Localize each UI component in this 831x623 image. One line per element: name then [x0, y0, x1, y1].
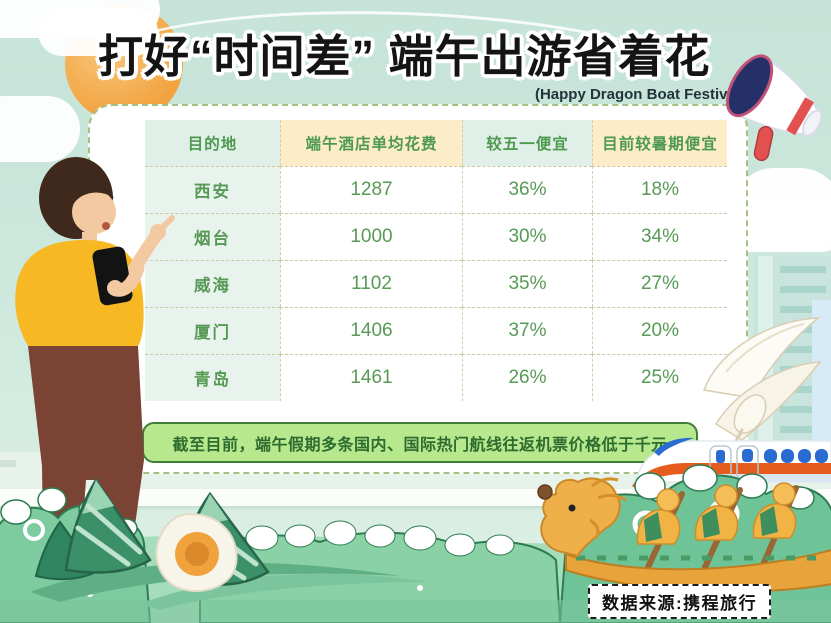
- crane-bird-illustration: [702, 317, 822, 458]
- cloud: [38, 8, 158, 56]
- table-header-cell: 端午酒店单均花费: [280, 120, 462, 166]
- page-title: 打好“时间差” 端午出游省着花: [98, 31, 711, 82]
- table-cell: 1000: [280, 213, 462, 260]
- table-header-cell: 较五一便宜: [462, 120, 592, 166]
- zongzi-illustration: [30, 477, 430, 610]
- dragon-boat-illustration: [537, 477, 831, 593]
- table-cell: 18%: [592, 166, 727, 213]
- megaphone-icon: [725, 54, 823, 162]
- table-cell: 1461: [280, 354, 462, 401]
- cloud: [732, 168, 831, 252]
- table-cell: 西安: [145, 166, 280, 213]
- table-cell: 厦门: [145, 307, 280, 354]
- table-cell: 青岛: [145, 354, 280, 401]
- table-cell: 34%: [592, 213, 727, 260]
- table-header-cell: 目的地: [145, 120, 280, 166]
- table-cell: 27%: [592, 260, 727, 307]
- table-cell: 25%: [592, 354, 727, 401]
- table-cell: 1102: [280, 260, 462, 307]
- table-cell: 26%: [462, 354, 592, 401]
- table-cell: 30%: [462, 213, 592, 260]
- cloud: [0, 96, 80, 162]
- data-table: 目的地 端午酒店单均花费 较五一便宜 目前较暑期便宜 西安 1287 36% 1…: [145, 120, 727, 401]
- table-cell: 37%: [462, 307, 592, 354]
- flight-price-note: 截至目前，端午假期多条国内、国际热门航线往返机票价格低于千元: [142, 422, 698, 463]
- subtitle: (Happy Dragon Boat Festival): [534, 86, 745, 103]
- table-cell: 35%: [462, 260, 592, 307]
- table-cell: 20%: [592, 307, 727, 354]
- table-cell: 威海: [145, 260, 280, 307]
- data-table-card: 目的地 端午酒店单均花费 较五一便宜 目前较暑期便宜 西安 1287 36% 1…: [88, 104, 748, 474]
- table-cell: 36%: [462, 166, 592, 213]
- table-cell: 1287: [280, 166, 462, 213]
- table-header-cell: 目前较暑期便宜: [592, 120, 727, 166]
- data-source-badge: 数据来源:携程旅行: [588, 584, 772, 619]
- table-cell: 1406: [280, 307, 462, 354]
